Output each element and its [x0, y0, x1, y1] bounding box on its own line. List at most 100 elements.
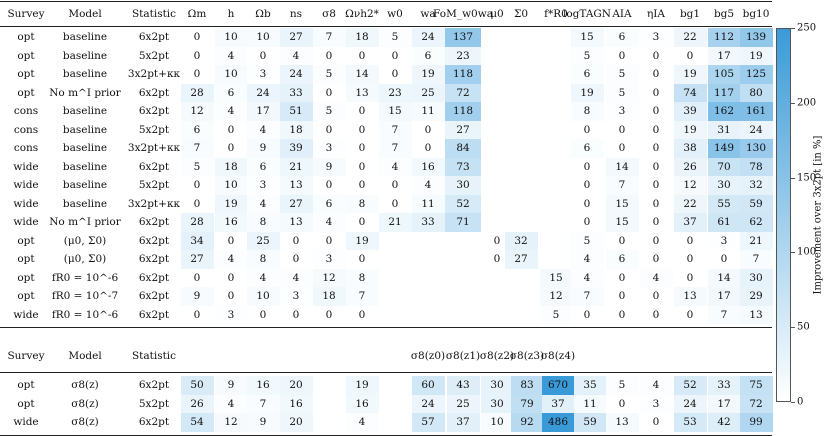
row-statistic: 6x2pt: [138, 86, 170, 99]
value-cell: 0: [345, 120, 379, 139]
value-cell: 3: [639, 394, 673, 413]
row-statistic: 5x2pt: [138, 397, 170, 410]
value-cell: 0: [639, 287, 673, 306]
value-cell: 39: [279, 139, 313, 158]
row-model: No m^I prior: [49, 86, 121, 99]
value-cell: 70: [707, 157, 741, 176]
value-cell: 16: [345, 394, 379, 413]
colorbar-label: Improvement over 3x2pt [in %]: [812, 135, 824, 295]
value-cell: 55: [707, 194, 741, 213]
header-model: Model: [68, 8, 102, 20]
value-cell: 0: [279, 250, 313, 269]
value-cell: 13: [279, 176, 313, 195]
value-cell: 78: [739, 157, 773, 176]
row-model: baseline: [62, 197, 108, 210]
header-param: h: [227, 8, 235, 20]
row-survey: opt: [17, 31, 35, 44]
row-model: σ8(z): [71, 379, 99, 392]
value-cell: 9: [246, 139, 280, 158]
value-cell: 0: [570, 120, 604, 139]
value-cell: 0: [214, 120, 248, 139]
row-model: baseline: [62, 179, 108, 192]
value-cell: 0: [378, 194, 412, 213]
value-cell: 13: [739, 305, 773, 324]
value-cell: 32: [739, 176, 773, 195]
row-statistic: 5x2pt: [138, 123, 170, 136]
value-cell: 0: [605, 305, 639, 324]
value-cell: 16: [246, 376, 280, 395]
row-statistic: 3x2pt+κκ: [127, 142, 181, 155]
value-cell: 16: [279, 394, 313, 413]
header-model: Model: [68, 350, 102, 362]
value-cell: 50: [180, 376, 214, 395]
row-model: baseline: [62, 123, 108, 136]
row-model: baseline: [62, 105, 108, 118]
value-cell: 4: [639, 376, 673, 395]
value-cell: 7: [246, 394, 280, 413]
row-survey: opt: [17, 290, 35, 303]
value-cell: 25: [411, 83, 445, 102]
value-cell: 35: [573, 376, 607, 395]
value-cell: 0: [180, 268, 214, 287]
row-survey: opt: [17, 379, 35, 392]
value-cell: 139: [739, 28, 773, 47]
value-cell: 6: [570, 65, 604, 84]
row-statistic: 6x2pt: [138, 271, 170, 284]
header-param: μ0: [490, 8, 504, 20]
row-statistic: 6x2pt: [138, 216, 170, 229]
value-cell: 118: [445, 65, 481, 84]
row-survey: opt: [17, 234, 35, 247]
value-cell: 0: [570, 194, 604, 213]
value-cell: 19: [411, 65, 445, 84]
value-cell: 4: [378, 157, 412, 176]
value-cell: 4: [312, 213, 346, 232]
value-cell: 149: [707, 139, 741, 158]
value-cell: 57: [411, 413, 445, 432]
value-cell: 19: [739, 46, 773, 65]
value-cell: 20: [279, 376, 313, 395]
value-cell: 0: [345, 139, 379, 158]
value-cell: 5: [312, 65, 346, 84]
value-cell: 3: [246, 176, 280, 195]
row-model: baseline: [62, 142, 108, 155]
value-cell: 25: [246, 231, 280, 250]
value-cell: 15: [605, 213, 639, 232]
value-cell: 5: [378, 28, 412, 47]
row-model: baseline: [62, 31, 108, 44]
colorbar-gradient: [776, 28, 791, 402]
value-cell: 73: [445, 157, 481, 176]
value-cell: 30: [739, 268, 773, 287]
value-cell: 6: [180, 120, 214, 139]
value-cell: 24: [739, 120, 773, 139]
value-cell: 60: [411, 376, 445, 395]
value-cell: 3: [312, 250, 346, 269]
value-cell: 53: [673, 413, 707, 432]
value-cell: 0: [605, 46, 639, 65]
row-model: fR0 = 10^-7: [51, 290, 119, 303]
value-cell: 0: [411, 120, 445, 139]
row-model: σ8(z): [71, 397, 99, 410]
value-cell: 0: [180, 28, 214, 47]
value-cell: 0: [605, 287, 639, 306]
row-survey: wide: [13, 216, 39, 229]
value-cell: 0: [214, 268, 248, 287]
row-model: σ8(z): [71, 416, 99, 429]
value-cell: 6: [570, 139, 604, 158]
value-cell: 4: [214, 250, 248, 269]
row-survey: opt: [17, 253, 35, 266]
colorbar-tick: [791, 102, 795, 104]
value-cell: 0: [570, 213, 604, 232]
value-cell: 8: [246, 250, 280, 269]
value-cell: 0: [605, 120, 639, 139]
value-cell: 3: [312, 139, 346, 158]
value-cell: 19: [570, 83, 604, 102]
table-rule: [0, 26, 772, 27]
value-cell: 27: [279, 28, 313, 47]
value-cell: 0: [312, 231, 346, 250]
value-cell: 25: [446, 394, 480, 413]
value-cell: 30: [480, 376, 514, 395]
value-cell: 0: [180, 176, 214, 195]
value-cell: 59: [739, 194, 773, 213]
value-cell: 0: [673, 231, 707, 250]
header-sigma8: σ8(z1): [445, 350, 481, 362]
